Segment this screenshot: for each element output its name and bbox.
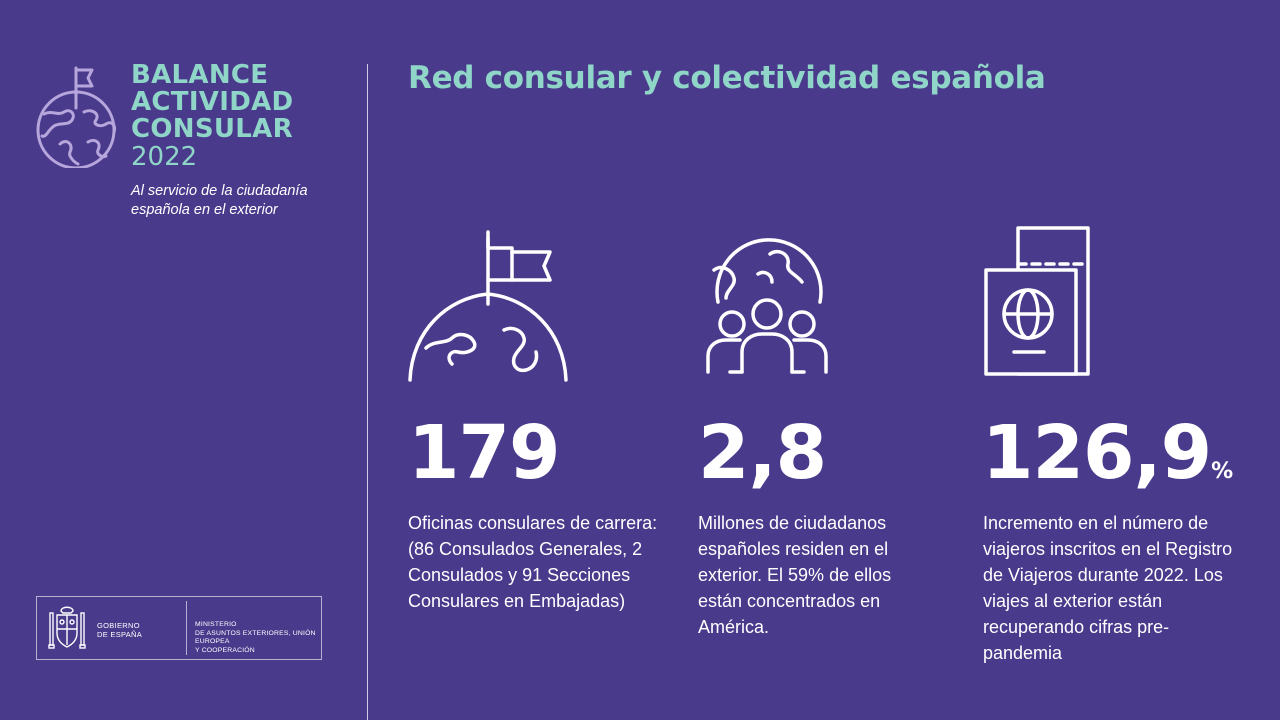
stat-description-3: Incremento en el número de viajeros insc… xyxy=(983,513,1233,663)
gob-line-1: GOBIERNO xyxy=(97,621,140,630)
ministry-label: MINISTERIO DE ASUNTOS EXTERIORES, UNIÓN … xyxy=(195,621,321,655)
brand-block: BALANCE ACTIVIDAD CONSULAR 2022 xyxy=(131,60,294,172)
government-logo: GOBIERNO DE ESPAÑA MINISTERIO DE ASUNTOS… xyxy=(36,596,322,660)
gob-line-2: DE ESPAÑA xyxy=(97,630,143,639)
stat-number: 2,8 xyxy=(698,410,827,496)
stat-description-2: Millones de ciudadanos españoles residen… xyxy=(698,513,892,637)
stat-description-1: Oficinas consulares de carrera: (86 Cons… xyxy=(408,513,658,611)
tagline-line-1: Al servicio de la ciudadanía xyxy=(131,183,308,199)
ministry-line-3: Y COOPERACIÓN xyxy=(195,646,255,654)
globe-flag-icon xyxy=(36,66,116,168)
brand-tagline: Al servicio de la ciudadanía española en… xyxy=(131,182,308,220)
vertical-divider xyxy=(367,64,368,720)
passport-ticket-icon xyxy=(984,226,1090,376)
page-title: Red consular y colectividad española xyxy=(408,60,1046,96)
ministry-line-2: DE ASUNTOS EXTERIORES, UNIÓN EUROPEA xyxy=(195,629,316,646)
gobierno-label: GOBIERNO DE ESPAÑA xyxy=(97,621,142,639)
globe-people-icon xyxy=(706,238,828,374)
brand-line-1: BALANCE xyxy=(131,60,269,90)
brand-line-3: CONSULAR xyxy=(131,114,293,144)
brand-year: 2022 xyxy=(131,142,198,172)
stat-number: 126,9 xyxy=(982,410,1212,496)
stat-value-1: 179 xyxy=(408,408,560,517)
stat-value-3: 126,9% xyxy=(982,408,1233,517)
logo-divider xyxy=(186,601,187,655)
brand-line-2: ACTIVIDAD xyxy=(131,87,294,117)
stat-unit: % xyxy=(1211,459,1234,484)
coat-of-arms-icon xyxy=(48,606,86,649)
tagline-line-2: española en el exterior xyxy=(131,202,278,218)
stat-value-2: 2,8 xyxy=(698,408,827,517)
stat-number: 179 xyxy=(408,410,560,496)
ministry-line-1: MINISTERIO xyxy=(195,621,237,628)
globe-flag-icon xyxy=(408,230,568,382)
